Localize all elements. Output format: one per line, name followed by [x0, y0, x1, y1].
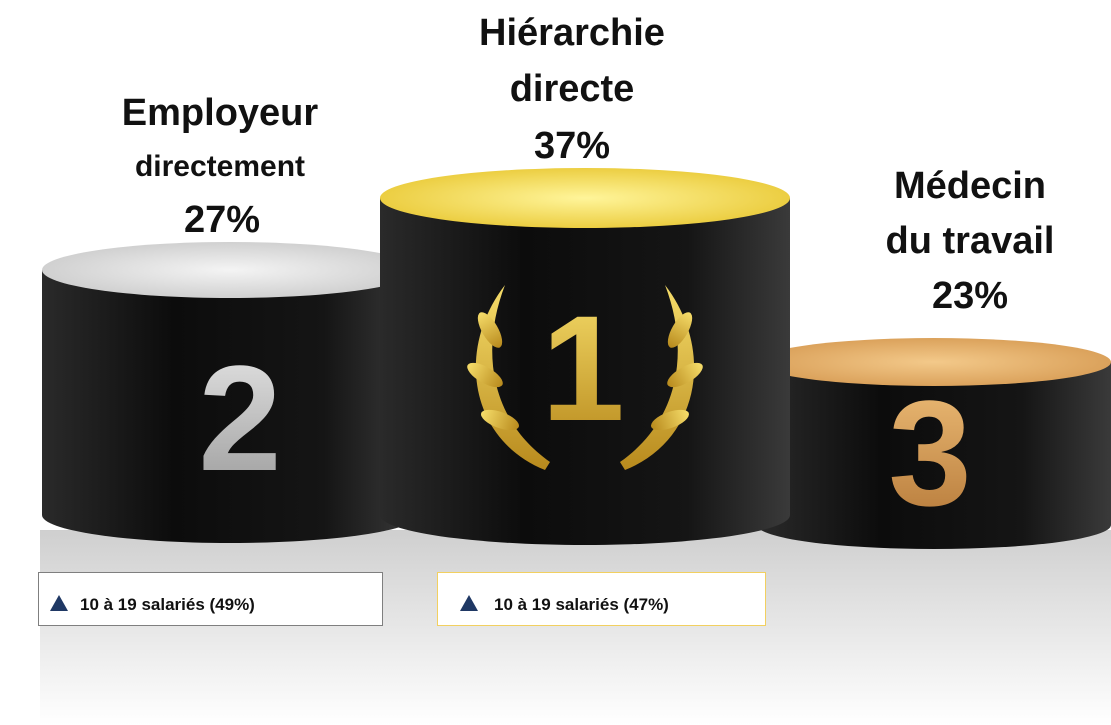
podium-top: [757, 338, 1111, 386]
podium-label: Employeur: [122, 92, 319, 134]
podium-second: 2: [42, 242, 418, 543]
podium-body: [42, 270, 418, 543]
podium-body: [757, 362, 1111, 549]
note-text: 10 à 19 salariés (47%): [494, 595, 669, 614]
podium-top: [380, 168, 790, 228]
podium-value: 23%: [932, 275, 1008, 317]
laurel: [467, 285, 703, 470]
podium-first: 1: [380, 168, 790, 545]
up-arrow: [50, 595, 68, 611]
rank-number: 1: [541, 284, 624, 452]
note-box: 10 à 19 salariés (49%): [38, 572, 383, 626]
podium-label: Hiérarchie: [479, 12, 665, 54]
podium-third: 3: [757, 338, 1111, 549]
podium-value: 37%: [534, 125, 610, 167]
note-text: 10 à 19 salariés (49%): [80, 595, 255, 614]
note-frame: [437, 572, 766, 626]
rank-number: 2: [198, 334, 281, 502]
podium-value: 27%: [184, 199, 260, 241]
up-arrow: [460, 595, 478, 611]
reflection: [40, 530, 1111, 725]
podium-top: [42, 242, 418, 298]
note-box: 10 à 19 salariés (47%): [437, 572, 766, 626]
podium-label: Médecin: [894, 165, 1046, 207]
rank-number: 3: [888, 369, 971, 537]
podium-label: du travail: [886, 220, 1055, 262]
podium-label: directement: [135, 150, 305, 183]
podium-body: [380, 198, 790, 545]
podium-label: directe: [510, 68, 635, 110]
note-frame: [38, 572, 383, 626]
